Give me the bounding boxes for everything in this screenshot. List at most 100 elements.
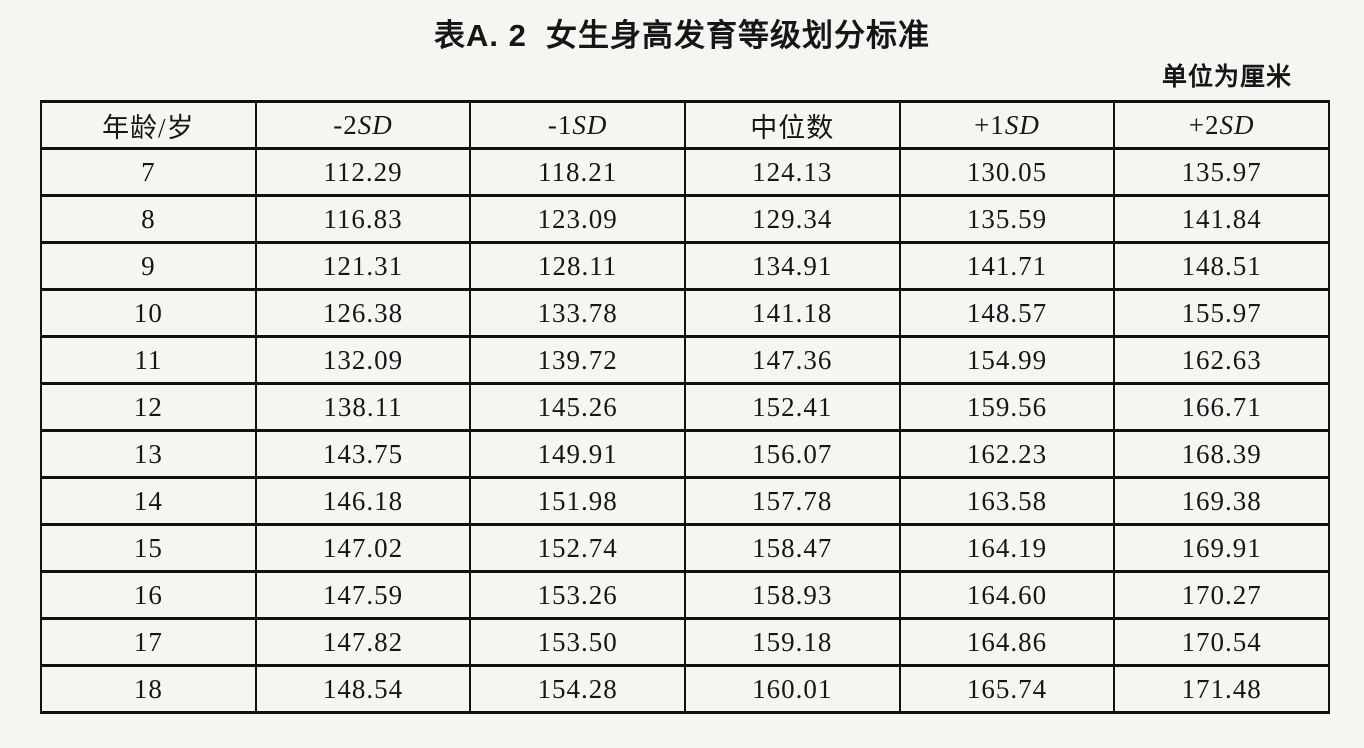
table-row: 7 112.29 118.21 124.13 130.05 135.97: [40, 147, 1330, 197]
value-cell: 135.97: [1113, 147, 1330, 197]
value-cell: 130.05: [898, 147, 1116, 197]
value-cell: 134.91: [683, 241, 901, 291]
value-cell: 147.82: [254, 617, 472, 667]
age-cell: 17: [40, 617, 257, 667]
value-cell: 139.72: [469, 335, 686, 385]
value-cell: 166.71: [1113, 382, 1330, 432]
value-cell: 148.51: [1113, 241, 1330, 291]
value-cell: 165.74: [898, 664, 1116, 714]
value-cell: 148.54: [254, 664, 472, 714]
value-cell: 138.11: [254, 382, 472, 432]
value-cell: 163.58: [898, 476, 1116, 526]
age-cell: 14: [40, 476, 257, 526]
value-cell: 151.98: [469, 476, 686, 526]
sd-italic: SD: [357, 109, 393, 140]
value-cell: 132.09: [254, 335, 472, 385]
value-cell: 158.93: [683, 570, 901, 620]
value-cell: 171.48: [1113, 664, 1330, 714]
value-cell: 159.56: [898, 382, 1116, 432]
table-row: 13 143.75 149.91 156.07 162.23 168.39: [40, 429, 1330, 479]
age-cell: 9: [40, 241, 257, 291]
col-header-median-label: 中位数: [750, 112, 835, 143]
value-cell: 158.47: [683, 523, 901, 573]
value-cell: 145.26: [469, 382, 686, 432]
table-row: 12 138.11 145.26 152.41 159.56 166.71: [40, 382, 1330, 432]
table-row: 9 121.31 128.11 134.91 141.71 148.51: [40, 241, 1330, 291]
col-header-minus-1sd-label: -1: [547, 109, 573, 140]
value-cell: 135.59: [898, 194, 1116, 244]
age-cell: 8: [40, 194, 257, 244]
sd-italic: SD: [1219, 109, 1255, 140]
value-cell: 124.13: [683, 147, 901, 197]
value-cell: 170.54: [1113, 617, 1330, 667]
table-row: 14 146.18 151.98 157.78 163.58 169.38: [40, 476, 1330, 526]
value-cell: 159.18: [683, 617, 901, 667]
table-row: 10 126.38 133.78 141.18 148.57 155.97: [40, 288, 1330, 338]
value-cell: 133.78: [469, 288, 686, 338]
value-cell: 168.39: [1113, 429, 1330, 479]
height-standard-table: 年龄/岁 -2SD -1SD 中位数 +1SD +2SD 7 112.29 11…: [40, 100, 1330, 714]
value-cell: 126.38: [254, 288, 472, 338]
col-header-plus-1sd-label: +1: [974, 109, 1005, 140]
age-cell: 12: [40, 382, 257, 432]
age-cell: 11: [40, 335, 257, 385]
value-cell: 164.86: [898, 617, 1116, 667]
value-cell: 116.83: [254, 194, 472, 244]
value-cell: 121.31: [254, 241, 472, 291]
value-cell: 143.75: [254, 429, 472, 479]
value-cell: 162.63: [1113, 335, 1330, 385]
value-cell: 147.02: [254, 523, 472, 573]
header-row: 年龄/岁 -2SD -1SD 中位数 +1SD +2SD: [40, 100, 1330, 150]
sd-italic: SD: [572, 109, 608, 140]
value-cell: 164.60: [898, 570, 1116, 620]
age-cell: 7: [40, 147, 257, 197]
value-cell: 169.91: [1113, 523, 1330, 573]
age-cell: 10: [40, 288, 257, 338]
value-cell: 160.01: [683, 664, 901, 714]
value-cell: 129.34: [683, 194, 901, 244]
col-header-median: 中位数: [683, 100, 901, 150]
value-cell: 162.23: [898, 429, 1116, 479]
value-cell: 153.26: [469, 570, 686, 620]
table-row: 18 148.54 154.28 160.01 165.74 171.48: [40, 664, 1330, 714]
unit-note: 单位为厘米: [1161, 63, 1292, 91]
value-cell: 157.78: [683, 476, 901, 526]
col-header-plus-1sd: +1SD: [898, 100, 1116, 150]
age-cell: 15: [40, 523, 257, 573]
col-header-plus-2sd: +2SD: [1113, 100, 1330, 150]
col-header-age-label: 年龄/岁: [102, 112, 195, 143]
value-cell: 164.19: [898, 523, 1116, 573]
value-cell: 152.41: [683, 382, 901, 432]
value-cell: 148.57: [898, 288, 1116, 338]
value-cell: 170.27: [1113, 570, 1330, 620]
col-header-minus-2sd-label: -2: [333, 109, 358, 140]
value-cell: 141.71: [898, 241, 1116, 291]
sd-italic: SD: [1004, 109, 1040, 140]
value-cell: 154.99: [898, 335, 1116, 385]
table-row: 11 132.09 139.72 147.36 154.99 162.63: [40, 335, 1330, 385]
col-header-minus-2sd: -2SD: [254, 100, 472, 150]
value-cell: 146.18: [254, 476, 472, 526]
table-row: 16 147.59 153.26 158.93 164.60 170.27: [40, 570, 1330, 620]
age-cell: 16: [40, 570, 257, 620]
table-row: 17 147.82 153.50 159.18 164.86 170.54: [40, 617, 1330, 667]
value-cell: 128.11: [469, 241, 686, 291]
value-cell: 147.36: [683, 335, 901, 385]
value-cell: 147.59: [254, 570, 472, 620]
value-cell: 118.21: [469, 147, 686, 197]
value-cell: 155.97: [1113, 288, 1330, 338]
value-cell: 154.28: [469, 664, 686, 714]
value-cell: 169.38: [1113, 476, 1330, 526]
value-cell: 156.07: [683, 429, 901, 479]
col-header-minus-1sd: -1SD: [469, 100, 686, 150]
value-cell: 141.84: [1113, 194, 1330, 244]
value-cell: 141.18: [683, 288, 901, 338]
table-row: 8 116.83 123.09 129.34 135.59 141.84: [40, 194, 1330, 244]
table-caption: 表A. 2 女生身高发育等级划分标准: [433, 18, 931, 53]
value-cell: 153.50: [469, 617, 686, 667]
value-cell: 149.91: [469, 429, 686, 479]
value-cell: 112.29: [254, 147, 472, 197]
value-cell: 152.74: [469, 523, 686, 573]
age-cell: 18: [40, 664, 257, 714]
value-cell: 123.09: [469, 194, 686, 244]
